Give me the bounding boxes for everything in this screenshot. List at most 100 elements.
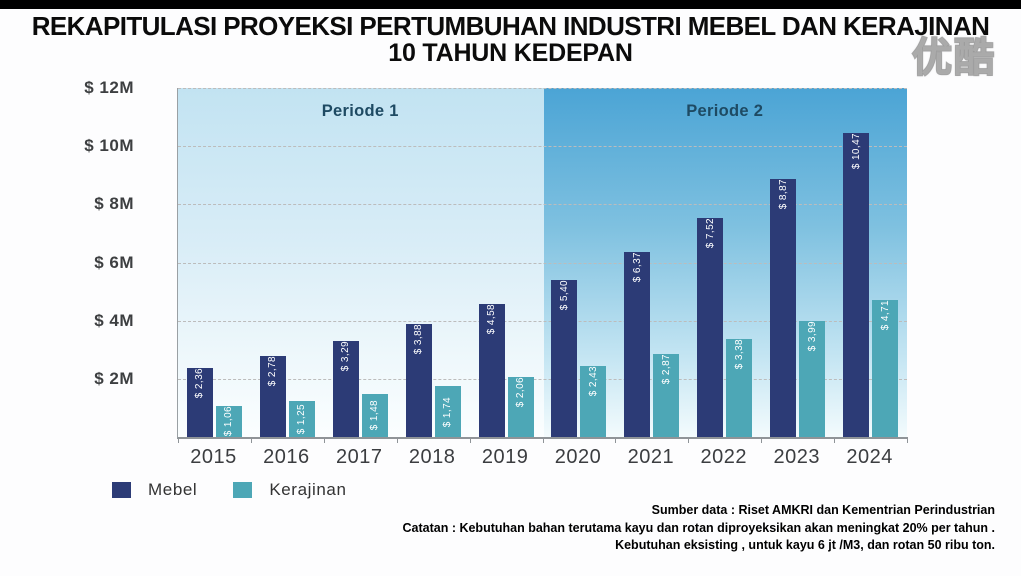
chart-title-line1: REKAPITULASI PROYEKSI PERTUMBUHAN INDUST… bbox=[31, 11, 990, 41]
x-axis: 2015 2016 2017 2018 2019 2020 2021 2022 2023 2024 bbox=[177, 446, 906, 469]
axis-tick bbox=[615, 437, 617, 443]
footnote-sumber-data: Sumber data : Riset AMKRI dan Kementrian… bbox=[651, 503, 995, 517]
bar-mebel-2016: $ 2,78 bbox=[259, 356, 286, 437]
x-axis-year-label-2017: 2017 bbox=[336, 446, 383, 468]
period-2-label: Periode 2 bbox=[686, 102, 764, 120]
bar-mebel-2020: $ 5,40 bbox=[551, 279, 578, 437]
bar-value-label: $ 1,25 bbox=[296, 403, 308, 434]
bar-kerajinan-2019: $ 2,06 bbox=[507, 377, 534, 437]
bar-value-label: $ 7,52 bbox=[704, 218, 716, 249]
y-axis: $ 12M $ 10M $ 8M $ 6M $ 4M $ 2M bbox=[30, 78, 134, 437]
legend-swatch-mebel bbox=[112, 482, 131, 498]
bar-value-label: $ 10,47 bbox=[850, 132, 862, 169]
gridline bbox=[178, 262, 907, 264]
gridline bbox=[178, 378, 907, 380]
bar-kerajinan-2022: $ 3,38 bbox=[726, 338, 753, 437]
bar-group-2024: $ 10,47 $ 4,71 bbox=[834, 88, 907, 437]
footnote-catatan: Catatan : Kebutuhan bahan terutama kayu … bbox=[402, 520, 996, 535]
bar-value-label: $ 2,43 bbox=[587, 366, 599, 397]
bar-value-label: $ 2,06 bbox=[515, 377, 527, 408]
chart-title: REKAPITULASI PROYEKSI PERTUMBUHAN INDUST… bbox=[0, 12, 1021, 67]
bar-value-label: $ 3,99 bbox=[806, 320, 818, 352]
x-axis-year-label-2022: 2022 bbox=[700, 446, 748, 468]
bar-kerajinan-2017: $ 1,48 bbox=[361, 393, 388, 437]
bar-value-label: $ 2,87 bbox=[660, 353, 672, 384]
y-axis-tick-label: $ 4M bbox=[94, 310, 134, 330]
bar-kerajinan-2016: $ 1,25 bbox=[288, 400, 315, 437]
letterbox-bar bbox=[0, 0, 1021, 9]
gridline bbox=[178, 146, 907, 148]
legend: Mebel Kerajinan bbox=[112, 480, 347, 500]
bar-mebel-2022: $ 7,52 bbox=[697, 218, 724, 437]
x-axis-year-label-2016: 2016 bbox=[263, 446, 310, 468]
x-axis-year-label-2019: 2019 bbox=[481, 446, 529, 468]
bar-kerajinan-2021: $ 2,87 bbox=[653, 353, 680, 437]
axis-tick bbox=[688, 437, 690, 443]
period-1-label: Periode 1 bbox=[321, 102, 399, 120]
bar-value-label: $ 1,48 bbox=[369, 400, 381, 431]
x-axis-year-label-2023: 2023 bbox=[773, 446, 820, 468]
bar-group-2019: $ 4,58 $ 2,06 bbox=[470, 88, 543, 437]
bar-value-label: $ 8,87 bbox=[777, 179, 789, 210]
axis-tick bbox=[323, 437, 325, 443]
x-axis-year-label-2024: 2024 bbox=[846, 446, 893, 468]
bar-group-2018: $ 3,88 $ 1,74 bbox=[397, 88, 470, 437]
bar-group-2015: $ 2,36 $ 1,06 bbox=[178, 88, 251, 437]
bar-group-2022: $ 7,52 $ 3,38 bbox=[688, 88, 761, 437]
legend-swatch-kerajinan bbox=[233, 482, 253, 498]
bar-mebel-2021: $ 6,37 bbox=[624, 251, 651, 437]
y-axis-tick-label: $ 10M bbox=[84, 136, 134, 156]
y-axis-tick-label: $ 6M bbox=[94, 252, 134, 272]
gridline bbox=[178, 320, 907, 322]
bar-value-label: $ 3,88 bbox=[413, 324, 425, 355]
bar-value-label: $ 4,71 bbox=[879, 300, 891, 331]
bar-group-2017: $ 3,29 $ 1,48 bbox=[324, 88, 397, 437]
legend-label: Kerajinan bbox=[269, 480, 347, 499]
youku-watermark-logo: 优酷 bbox=[911, 35, 996, 81]
bar-group-2020: $ 5,40 $ 2,43 bbox=[543, 88, 616, 437]
bar-value-label: $ 2,36 bbox=[194, 368, 206, 399]
gridline bbox=[178, 204, 907, 206]
axis-tick bbox=[469, 437, 471, 443]
bar-kerajinan-2020: $ 2,43 bbox=[580, 366, 607, 437]
x-axis-year-label-2021: 2021 bbox=[627, 446, 675, 468]
bar-value-label: $ 1,74 bbox=[442, 396, 454, 427]
bar-mebel-2023: $ 8,87 bbox=[770, 179, 797, 437]
bar-value-label: $ 5,40 bbox=[558, 279, 570, 311]
bar-mebel-2019: $ 4,58 bbox=[478, 303, 505, 437]
bar-kerajinan-2023: $ 3,99 bbox=[799, 320, 826, 437]
bar-mebel-2024: $ 10,47 bbox=[843, 132, 870, 437]
bar-mebel-2017: $ 3,29 bbox=[332, 341, 359, 437]
legend-item-mebel: Mebel bbox=[112, 480, 197, 500]
x-axis-year-label-2018: 2018 bbox=[408, 446, 456, 468]
axis-tick bbox=[178, 437, 179, 443]
legend-label: Mebel bbox=[148, 480, 198, 499]
bar-value-label: $ 6,37 bbox=[631, 251, 643, 282]
axis-tick bbox=[834, 437, 836, 443]
y-axis-tick-label: $ 2M bbox=[94, 368, 134, 388]
axis-tick bbox=[907, 437, 908, 443]
footnote-kebutuhan: Kebutuhan eksisting , untuk kayu 6 jt /M… bbox=[615, 538, 995, 552]
bar-value-label: $ 2,78 bbox=[267, 356, 279, 387]
bar-mebel-2015: $ 2,36 bbox=[186, 368, 213, 437]
axis-tick bbox=[250, 437, 252, 443]
bar-kerajinan-2024: $ 4,71 bbox=[872, 300, 899, 437]
bar-kerajinan-2015: $ 1,06 bbox=[215, 406, 242, 437]
bar-groups: $ 2,36 $ 1,06 $ 2,78 $ 1,25 $ 3,29 $ 1,48 $ 3,… bbox=[178, 88, 907, 437]
bar-group-2021: $ 6,37 $ 2,87 bbox=[615, 88, 688, 437]
axis-tick bbox=[396, 437, 398, 443]
chart-title-line2: 10 TAHUN KEDEPAN bbox=[388, 39, 633, 67]
footnotes: Sumber data : Riset AMKRI dan Kementrian… bbox=[403, 502, 996, 555]
bar-group-2023: $ 8,87 $ 3,99 bbox=[761, 88, 834, 437]
plot-area: Periode 1 Periode 2 $ 2,36 $ 1,06 $ 2,78 $ … bbox=[177, 88, 908, 443]
gridline bbox=[178, 88, 907, 89]
bar-value-label: $ 1,06 bbox=[223, 406, 235, 437]
legend-item-kerajinan: Kerajinan bbox=[233, 480, 346, 500]
x-axis-year-label-2015: 2015 bbox=[190, 446, 237, 468]
bar-group-2016: $ 2,78 $ 1,25 bbox=[251, 88, 324, 437]
axis-tick bbox=[542, 437, 544, 443]
bar-value-label: $ 4,58 bbox=[486, 303, 498, 335]
y-axis-tick-label: $ 8M bbox=[94, 194, 134, 214]
x-axis-year-label-2020: 2020 bbox=[554, 446, 602, 468]
bar-value-label: $ 3,38 bbox=[733, 338, 745, 369]
